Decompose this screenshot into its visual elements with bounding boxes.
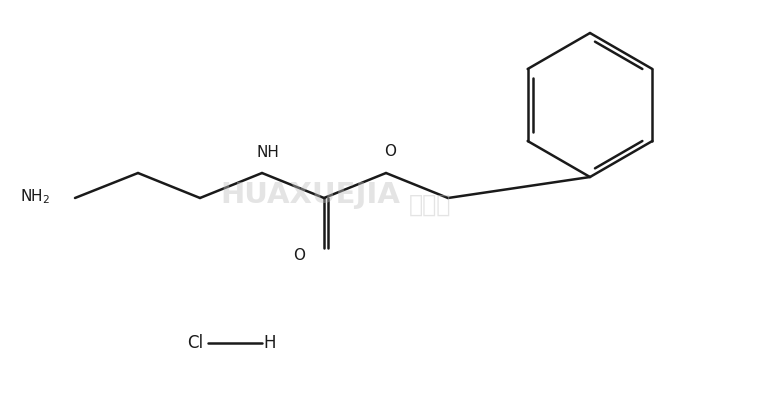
Text: H: H	[264, 334, 276, 352]
Text: O: O	[293, 248, 305, 262]
Text: Cl: Cl	[187, 334, 203, 352]
Text: HUAXUEJIA: HUAXUEJIA	[220, 181, 400, 209]
Text: NH: NH	[256, 145, 279, 160]
Text: 化学加: 化学加	[409, 193, 451, 217]
Text: NH$_2$: NH$_2$	[20, 188, 50, 206]
Text: O: O	[384, 144, 396, 159]
